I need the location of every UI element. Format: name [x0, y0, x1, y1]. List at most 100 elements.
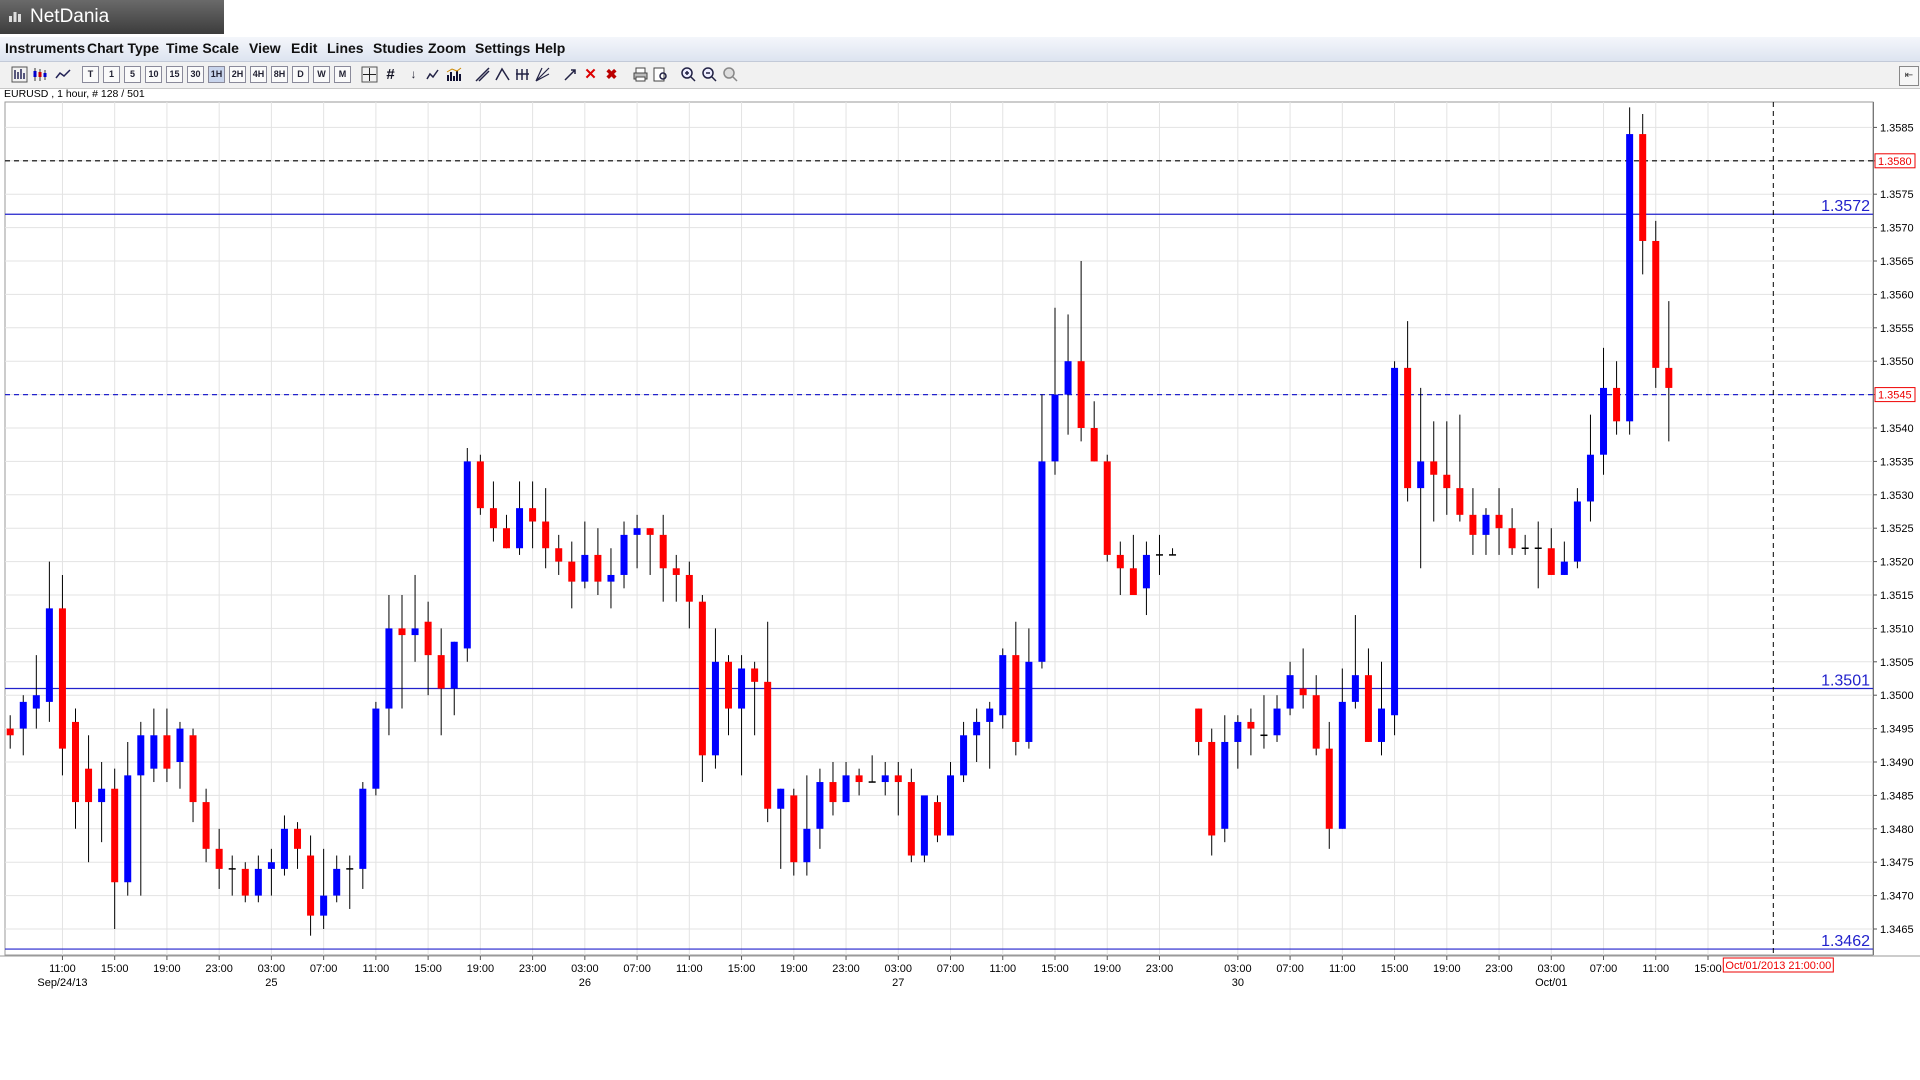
timeframe-15[interactable]: 15: [166, 66, 183, 83]
timeframe-1H[interactable]: 1H: [208, 66, 225, 83]
studies-icon[interactable]: [424, 66, 441, 83]
candle[interactable]: [1129, 534, 1137, 595]
timeframe-8H[interactable]: 8H: [271, 66, 288, 83]
candle[interactable]: [738, 655, 746, 776]
timeframe-5[interactable]: 5: [124, 66, 141, 83]
candle[interactable]: [1299, 648, 1307, 709]
candle[interactable]: [19, 695, 27, 756]
candle[interactable]: [1364, 648, 1372, 742]
candle[interactable]: [516, 481, 524, 555]
candle[interactable]: [777, 788, 785, 869]
candle[interactable]: [1286, 661, 1294, 716]
candle[interactable]: [254, 855, 262, 903]
gann-icon[interactable]: [534, 66, 551, 83]
menu-chart-type[interactable]: Chart Type: [87, 40, 160, 56]
candle[interactable]: [1547, 528, 1555, 575]
candle[interactable]: [176, 721, 184, 789]
candle[interactable]: [1090, 401, 1098, 462]
candle[interactable]: [594, 528, 602, 595]
candle[interactable]: [751, 661, 759, 736]
candle[interactable]: [842, 762, 850, 803]
candle[interactable]: [32, 655, 40, 729]
channel-icon[interactable]: [494, 66, 511, 83]
candle[interactable]: [72, 708, 79, 829]
candle[interactable]: [1469, 488, 1477, 555]
candle[interactable]: [280, 815, 288, 876]
candle[interactable]: [1626, 107, 1634, 435]
candle[interactable]: [1482, 508, 1490, 555]
candle[interactable]: [398, 595, 406, 709]
menu-settings[interactable]: Settings: [475, 40, 531, 56]
timeframe-D[interactable]: D: [292, 66, 309, 83]
candle[interactable]: [672, 554, 680, 602]
candle[interactable]: [790, 788, 798, 876]
candle[interactable]: [685, 561, 693, 629]
candle[interactable]: [150, 708, 158, 783]
candle[interactable]: [163, 708, 171, 783]
candle[interactable]: [1221, 715, 1229, 843]
candle[interactable]: [568, 541, 576, 609]
candle[interactable]: [6, 715, 14, 749]
candle[interactable]: [489, 481, 497, 542]
candle[interactable]: [307, 835, 315, 936]
menu-zoom[interactable]: Zoom: [428, 40, 467, 56]
candle[interactable]: [320, 848, 328, 929]
candle[interactable]: [1652, 220, 1660, 388]
candle[interactable]: [555, 534, 563, 575]
candle[interactable]: [1639, 114, 1647, 275]
delete-icon[interactable]: ✕: [584, 66, 597, 83]
timeframe-T[interactable]: T: [82, 66, 99, 83]
candle[interactable]: [111, 768, 119, 929]
timeframe-1[interactable]: 1: [103, 66, 120, 83]
candle[interactable]: [124, 741, 132, 896]
menu-studies[interactable]: Studies: [373, 40, 424, 56]
candle[interactable]: [1378, 661, 1385, 756]
candle[interactable]: [659, 514, 667, 602]
arrow-icon[interactable]: ↓: [410, 67, 417, 81]
candle[interactable]: [894, 762, 902, 816]
candle[interactable]: [502, 514, 510, 549]
candle[interactable]: [1038, 394, 1046, 669]
candle[interactable]: [1273, 695, 1281, 742]
candle[interactable]: [986, 701, 994, 769]
candle[interactable]: [881, 762, 889, 796]
candle[interactable]: [1142, 541, 1150, 616]
timeframe-4H[interactable]: 4H: [250, 66, 267, 83]
menu-instruments[interactable]: Instruments: [5, 40, 86, 56]
candle[interactable]: [1613, 361, 1621, 435]
candle[interactable]: [1312, 675, 1320, 756]
candlestick-chart[interactable]: 1.3465 1.3470 1.3475 1.3480 1.3485 1.3490 1.34…: [0, 100, 1920, 1000]
cursor-icon[interactable]: [562, 66, 579, 83]
candle[interactable]: [58, 574, 66, 776]
candle[interactable]: [1521, 534, 1529, 555]
crosshair-icon[interactable]: [361, 66, 378, 83]
candle[interactable]: [98, 762, 106, 843]
fibonacci-icon[interactable]: [514, 66, 531, 83]
candle[interactable]: [999, 648, 1007, 729]
candle[interactable]: [411, 574, 419, 662]
candle[interactable]: [933, 795, 941, 843]
candle[interactable]: [241, 862, 249, 903]
candle[interactable]: [1586, 414, 1594, 522]
candle[interactable]: [1169, 548, 1177, 556]
candle[interactable]: [1103, 454, 1111, 562]
candle[interactable]: [1560, 541, 1568, 575]
candle[interactable]: [855, 768, 863, 796]
candle[interactable]: [868, 755, 876, 783]
panel-toggle-icon[interactable]: ⇤: [1899, 66, 1919, 86]
candle[interactable]: [711, 628, 719, 769]
zoom-out-icon[interactable]: [701, 66, 718, 83]
candle[interactable]: [1456, 414, 1464, 522]
candle[interactable]: [581, 521, 589, 589]
candle[interactable]: [1665, 301, 1673, 442]
candle[interactable]: [437, 628, 445, 736]
zoom-reset-icon[interactable]: [722, 66, 739, 83]
candle[interactable]: [359, 782, 367, 889]
timeframe-10[interactable]: 10: [145, 66, 162, 83]
candle[interactable]: [803, 775, 811, 876]
candle[interactable]: [1012, 621, 1020, 756]
candle[interactable]: [960, 721, 968, 783]
menu-view[interactable]: View: [249, 40, 281, 56]
menu-help[interactable]: Help: [535, 40, 566, 56]
candle[interactable]: [1025, 628, 1033, 749]
